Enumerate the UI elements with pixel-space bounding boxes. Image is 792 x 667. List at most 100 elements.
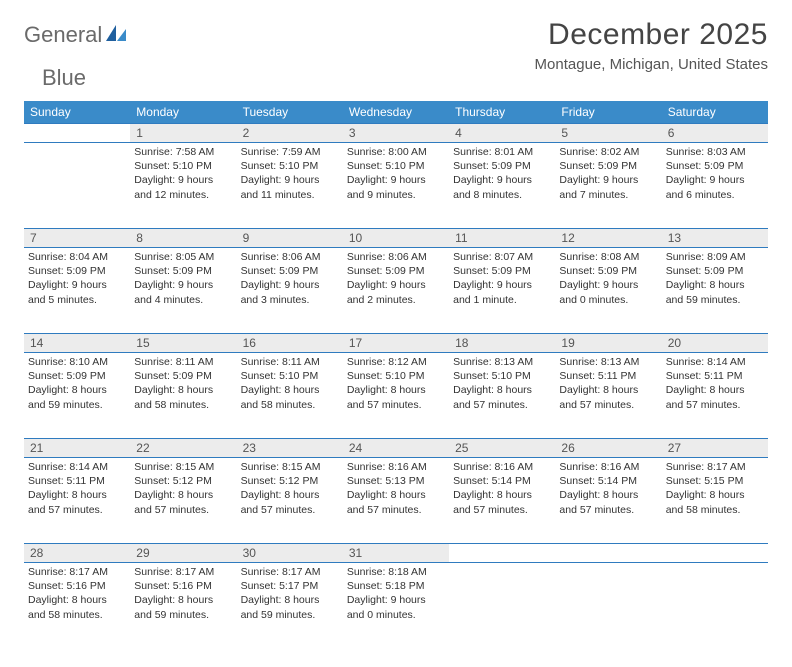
sunset-text: Sunset: 5:12 PM bbox=[241, 474, 339, 488]
daylight-text: Daylight: 8 hours and 57 minutes. bbox=[559, 488, 657, 516]
daylight-text: Daylight: 8 hours and 57 minutes. bbox=[559, 383, 657, 411]
day-details: Sunrise: 8:09 AMSunset: 5:09 PMDaylight:… bbox=[666, 248, 764, 307]
daylight-text: Daylight: 8 hours and 57 minutes. bbox=[453, 488, 551, 516]
sunset-text: Sunset: 5:16 PM bbox=[134, 579, 232, 593]
sunrise-text: Sunrise: 8:01 AM bbox=[453, 145, 551, 159]
day-cell: Sunrise: 8:05 AMSunset: 5:09 PMDaylight:… bbox=[130, 248, 236, 334]
day-number: 9 bbox=[237, 229, 343, 248]
day-details: Sunrise: 8:17 AMSunset: 5:17 PMDaylight:… bbox=[241, 563, 339, 622]
daylight-text: Daylight: 9 hours and 1 minute. bbox=[453, 278, 551, 306]
day-cell: Sunrise: 8:04 AMSunset: 5:09 PMDaylight:… bbox=[24, 248, 130, 334]
day-details: Sunrise: 8:01 AMSunset: 5:09 PMDaylight:… bbox=[453, 143, 551, 202]
day-number: 20 bbox=[662, 334, 768, 353]
day-number: 12 bbox=[555, 229, 661, 248]
sunrise-text: Sunrise: 8:02 AM bbox=[559, 145, 657, 159]
day-details: Sunrise: 8:06 AMSunset: 5:09 PMDaylight:… bbox=[347, 248, 445, 307]
day-content-row: Sunrise: 8:14 AMSunset: 5:11 PMDaylight:… bbox=[24, 458, 768, 544]
day-cell: Sunrise: 8:09 AMSunset: 5:09 PMDaylight:… bbox=[662, 248, 768, 334]
sunrise-text: Sunrise: 7:59 AM bbox=[241, 145, 339, 159]
day-number-row: 78910111213 bbox=[24, 229, 768, 248]
daylight-text: Daylight: 9 hours and 8 minutes. bbox=[453, 173, 551, 201]
empty-day-number bbox=[449, 544, 555, 563]
daylight-text: Daylight: 9 hours and 3 minutes. bbox=[241, 278, 339, 306]
sunrise-text: Sunrise: 8:13 AM bbox=[453, 355, 551, 369]
sunrise-text: Sunrise: 8:05 AM bbox=[134, 250, 232, 264]
daylight-text: Daylight: 9 hours and 7 minutes. bbox=[559, 173, 657, 201]
weekday-header-cell: Sunday bbox=[24, 101, 130, 124]
sunrise-text: Sunrise: 8:15 AM bbox=[134, 460, 232, 474]
sunset-text: Sunset: 5:10 PM bbox=[453, 369, 551, 383]
day-number: 2 bbox=[237, 124, 343, 143]
daylight-text: Daylight: 8 hours and 58 minutes. bbox=[134, 383, 232, 411]
day-cell: Sunrise: 8:17 AMSunset: 5:16 PMDaylight:… bbox=[24, 563, 130, 649]
day-number: 23 bbox=[237, 439, 343, 458]
daylight-text: Daylight: 8 hours and 58 minutes. bbox=[28, 593, 126, 621]
day-number: 4 bbox=[449, 124, 555, 143]
sunrise-text: Sunrise: 8:17 AM bbox=[241, 565, 339, 579]
sunset-text: Sunset: 5:09 PM bbox=[666, 264, 764, 278]
daylight-text: Daylight: 8 hours and 58 minutes. bbox=[666, 488, 764, 516]
weekday-header-cell: Saturday bbox=[662, 101, 768, 124]
weekday-header-cell: Thursday bbox=[449, 101, 555, 124]
sunrise-text: Sunrise: 8:16 AM bbox=[347, 460, 445, 474]
day-details: Sunrise: 8:11 AMSunset: 5:10 PMDaylight:… bbox=[241, 353, 339, 412]
sunset-text: Sunset: 5:16 PM bbox=[28, 579, 126, 593]
day-details: Sunrise: 8:15 AMSunset: 5:12 PMDaylight:… bbox=[134, 458, 232, 517]
sunrise-text: Sunrise: 8:17 AM bbox=[666, 460, 764, 474]
day-cell: Sunrise: 8:15 AMSunset: 5:12 PMDaylight:… bbox=[130, 458, 236, 544]
daylight-text: Daylight: 8 hours and 57 minutes. bbox=[28, 488, 126, 516]
day-cell: Sunrise: 8:16 AMSunset: 5:13 PMDaylight:… bbox=[343, 458, 449, 544]
daylight-text: Daylight: 9 hours and 11 minutes. bbox=[241, 173, 339, 201]
day-cell: Sunrise: 8:10 AMSunset: 5:09 PMDaylight:… bbox=[24, 353, 130, 439]
empty-day-cell bbox=[555, 563, 661, 649]
day-details: Sunrise: 7:58 AMSunset: 5:10 PMDaylight:… bbox=[134, 143, 232, 202]
empty-day-number bbox=[662, 544, 768, 563]
sunrise-text: Sunrise: 8:16 AM bbox=[559, 460, 657, 474]
day-cell: Sunrise: 8:07 AMSunset: 5:09 PMDaylight:… bbox=[449, 248, 555, 334]
day-cell: Sunrise: 8:13 AMSunset: 5:11 PMDaylight:… bbox=[555, 353, 661, 439]
sunset-text: Sunset: 5:09 PM bbox=[134, 369, 232, 383]
day-cell: Sunrise: 7:59 AMSunset: 5:10 PMDaylight:… bbox=[237, 143, 343, 229]
day-number-row: 14151617181920 bbox=[24, 334, 768, 353]
day-content-row: Sunrise: 7:58 AMSunset: 5:10 PMDaylight:… bbox=[24, 143, 768, 229]
sunrise-text: Sunrise: 8:15 AM bbox=[241, 460, 339, 474]
day-number: 31 bbox=[343, 544, 449, 563]
day-content-row: Sunrise: 8:17 AMSunset: 5:16 PMDaylight:… bbox=[24, 563, 768, 649]
day-number: 7 bbox=[24, 229, 130, 248]
day-cell: Sunrise: 8:11 AMSunset: 5:09 PMDaylight:… bbox=[130, 353, 236, 439]
day-cell: Sunrise: 8:00 AMSunset: 5:10 PMDaylight:… bbox=[343, 143, 449, 229]
day-details: Sunrise: 8:11 AMSunset: 5:09 PMDaylight:… bbox=[134, 353, 232, 412]
sunset-text: Sunset: 5:15 PM bbox=[666, 474, 764, 488]
sunrise-text: Sunrise: 8:10 AM bbox=[28, 355, 126, 369]
calendar-body: 123456Sunrise: 7:58 AMSunset: 5:10 PMDay… bbox=[24, 124, 768, 649]
sunset-text: Sunset: 5:09 PM bbox=[559, 264, 657, 278]
weekday-header-cell: Wednesday bbox=[343, 101, 449, 124]
day-details: Sunrise: 8:17 AMSunset: 5:15 PMDaylight:… bbox=[666, 458, 764, 517]
sunrise-text: Sunrise: 8:06 AM bbox=[347, 250, 445, 264]
day-number: 8 bbox=[130, 229, 236, 248]
day-number: 28 bbox=[24, 544, 130, 563]
day-number: 17 bbox=[343, 334, 449, 353]
day-content-row: Sunrise: 8:10 AMSunset: 5:09 PMDaylight:… bbox=[24, 353, 768, 439]
day-number: 21 bbox=[24, 439, 130, 458]
daylight-text: Daylight: 8 hours and 59 minutes. bbox=[28, 383, 126, 411]
day-number: 5 bbox=[555, 124, 661, 143]
day-number: 15 bbox=[130, 334, 236, 353]
day-details: Sunrise: 8:05 AMSunset: 5:09 PMDaylight:… bbox=[134, 248, 232, 307]
sunset-text: Sunset: 5:09 PM bbox=[241, 264, 339, 278]
sunrise-text: Sunrise: 8:07 AM bbox=[453, 250, 551, 264]
day-number: 6 bbox=[662, 124, 768, 143]
day-number: 22 bbox=[130, 439, 236, 458]
empty-day-cell bbox=[24, 143, 130, 229]
sunrise-text: Sunrise: 8:11 AM bbox=[241, 355, 339, 369]
day-cell: Sunrise: 8:17 AMSunset: 5:15 PMDaylight:… bbox=[662, 458, 768, 544]
sunrise-text: Sunrise: 8:06 AM bbox=[241, 250, 339, 264]
day-cell: Sunrise: 8:16 AMSunset: 5:14 PMDaylight:… bbox=[449, 458, 555, 544]
day-number-row: 123456 bbox=[24, 124, 768, 143]
day-cell: Sunrise: 8:02 AMSunset: 5:09 PMDaylight:… bbox=[555, 143, 661, 229]
empty-day-cell bbox=[662, 563, 768, 649]
daylight-text: Daylight: 8 hours and 58 minutes. bbox=[241, 383, 339, 411]
empty-day-number bbox=[24, 124, 130, 143]
day-number: 30 bbox=[237, 544, 343, 563]
day-number: 16 bbox=[237, 334, 343, 353]
